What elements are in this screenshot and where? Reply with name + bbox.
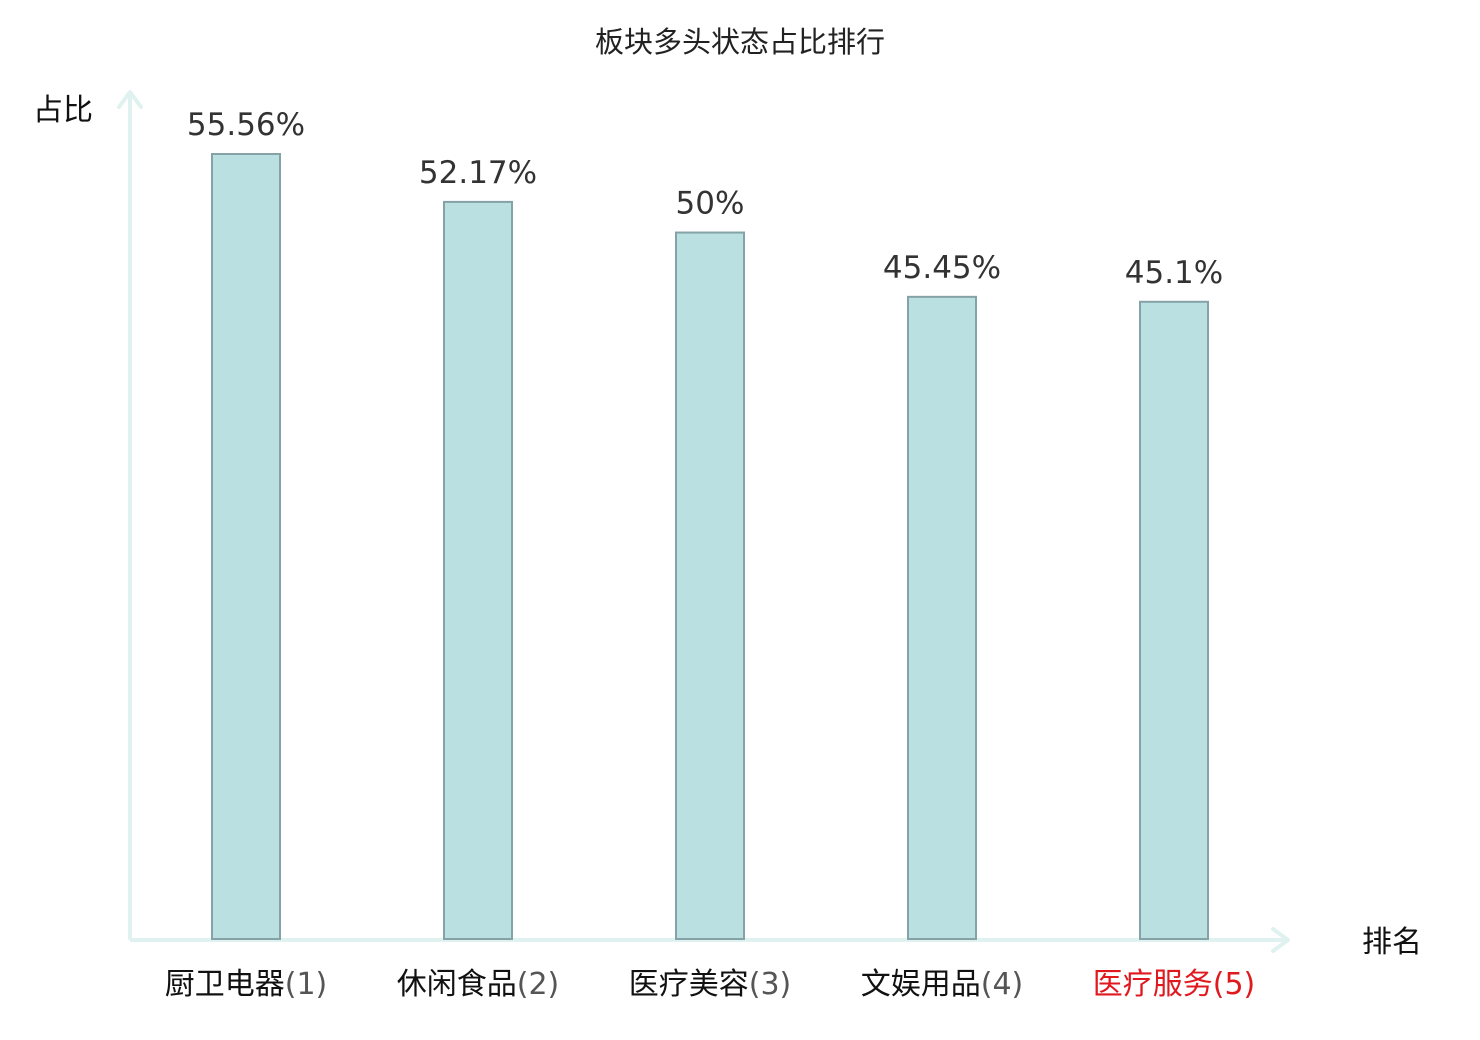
x-tick-label-2: 休闲食品(2) <box>397 967 560 1002</box>
data-label-2: 52.17% <box>419 155 537 191</box>
bar-series <box>211 153 1209 941</box>
x-tick-category: 医疗服务 <box>1093 967 1213 1002</box>
x-tick-category: 文娱用品 <box>861 967 981 1002</box>
bar-5 <box>1139 300 1209 940</box>
x-tick-rank: (4) <box>981 967 1024 1002</box>
x-tick-category: 休闲食品 <box>397 967 517 1002</box>
data-label-1: 55.56% <box>187 107 305 143</box>
x-tick-label-1: 厨卫电器(1) <box>165 967 328 1002</box>
y-axis-label: 占比 <box>33 93 93 128</box>
x-tick-rank: (3) <box>749 967 792 1002</box>
x-axis: 排名 <box>130 925 1422 960</box>
x-tick-label-3: 医疗美容(3) <box>629 967 792 1002</box>
bar-3 <box>675 231 745 940</box>
x-tick-label-4: 文娱用品(4) <box>861 967 1024 1002</box>
x-tick-rank: (1) <box>285 967 328 1002</box>
bar-1 <box>211 153 281 940</box>
bar-4 <box>907 295 977 940</box>
x-axis-label: 排名 <box>1362 925 1422 960</box>
bar-2 <box>443 200 513 941</box>
data-labels: 55.56% 52.17% 50% 45.45% 45.1% <box>187 107 1223 291</box>
x-tick-category: 厨卫电器 <box>165 967 285 1002</box>
data-label-4: 45.45% <box>883 250 1001 286</box>
data-label-5: 45.1% <box>1125 255 1223 291</box>
chart-title: 板块多头状态占比排行 <box>595 25 885 59</box>
x-tick-label-5: 医疗服务(5) <box>1093 967 1256 1002</box>
x-tick-category: 医疗美容 <box>629 967 749 1002</box>
x-tick-labels: 厨卫电器(1) 休闲食品(2) 医疗美容(3) 文娱用品(4) 医疗服务(5) <box>165 967 1256 1002</box>
x-tick-rank: (5) <box>1213 967 1256 1002</box>
y-axis-arrow-icon <box>117 90 143 109</box>
x-axis-arrow-icon <box>1271 927 1290 953</box>
data-label-3: 50% <box>676 186 745 222</box>
x-tick-rank: (2) <box>517 967 560 1002</box>
y-axis: 占比 <box>33 90 143 940</box>
